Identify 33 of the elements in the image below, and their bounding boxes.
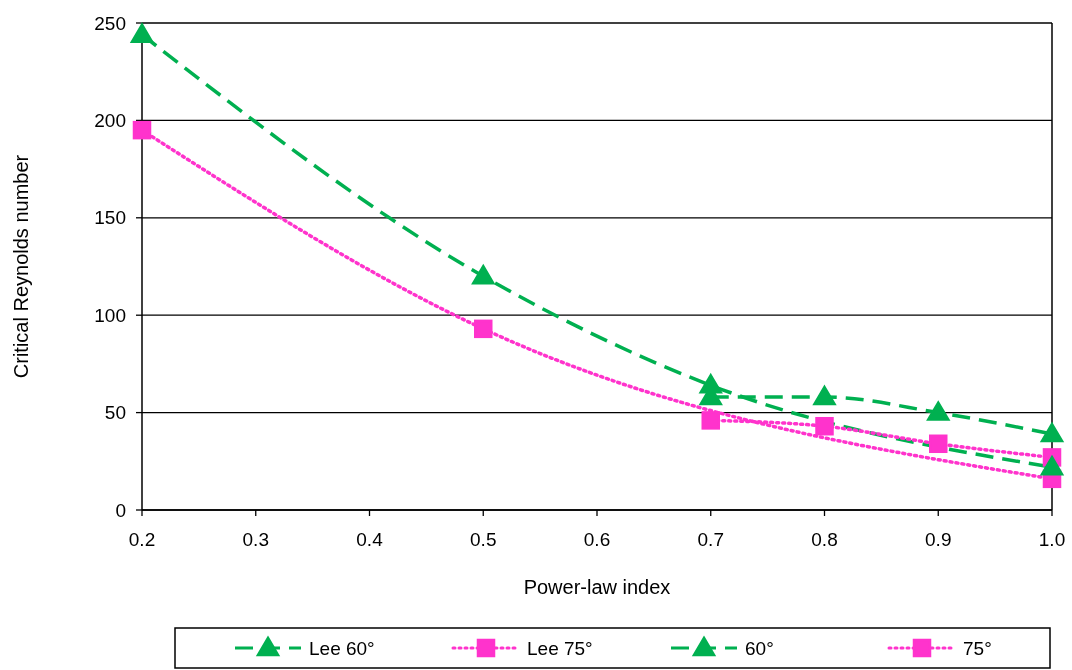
x-tick-label: 0.8: [811, 529, 838, 550]
point: [927, 401, 950, 421]
y-tick-label: 0: [115, 499, 126, 521]
point: [132, 120, 152, 140]
point: [1040, 422, 1064, 443]
point: [815, 416, 834, 436]
x-tick-label: 0.2: [128, 529, 156, 550]
point: [701, 411, 720, 430]
legend-label: 60°: [745, 637, 774, 659]
x-tick-label: 0.9: [925, 529, 952, 550]
legend-label: Lee 60°: [309, 637, 375, 659]
y-tick-label: 100: [94, 304, 126, 326]
y-tick-label: 250: [94, 12, 126, 34]
legend-label: Lee 75°: [527, 637, 593, 659]
legend-label: 75°: [963, 637, 992, 659]
point: [472, 264, 495, 285]
point: [1040, 455, 1064, 476]
x-tick-label: 0.6: [583, 529, 611, 550]
y-axis-title: Critical Reynolds number: [10, 154, 32, 379]
y-tick-label: 200: [94, 110, 126, 132]
point: [130, 23, 154, 43]
x-tick-label: 0.4: [356, 529, 384, 550]
point: [929, 434, 948, 454]
x-tick-label: 1.0: [1038, 529, 1066, 550]
x-tick-label: 0.5: [470, 529, 497, 550]
x-tick-label: 0.3: [242, 529, 269, 550]
y-tick-label: 150: [94, 207, 126, 229]
point: [474, 319, 493, 339]
point: [813, 385, 836, 406]
x-axis-title: Power-law index: [523, 576, 671, 598]
y-tick-label: 50: [104, 402, 126, 424]
point: [699, 374, 722, 394]
x-tick-label: 0.7: [697, 529, 724, 550]
